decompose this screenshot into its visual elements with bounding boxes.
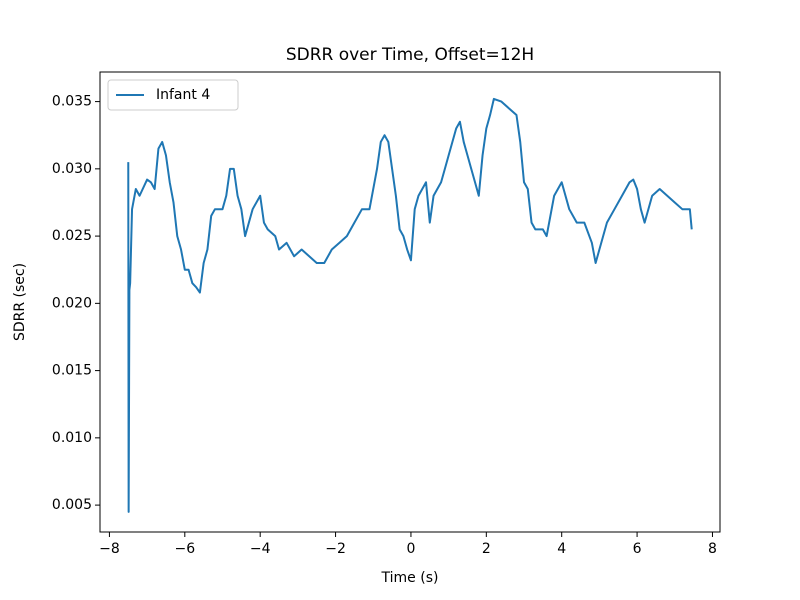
y-tick-label: 0.030 [52, 161, 92, 177]
x-tick-label: −4 [250, 541, 271, 557]
y-tick-label: 0.025 [52, 228, 92, 244]
legend-label: Infant 4 [156, 87, 210, 103]
y-tick-label: 0.015 [52, 363, 92, 379]
x-tick-label: −6 [174, 541, 195, 557]
data-line [127, 97, 693, 513]
plot-frame [99, 71, 721, 533]
y-axis-label: SDRR (sec) [12, 263, 28, 341]
y-tick-label: 0.020 [52, 295, 92, 311]
x-axis-label: Time (s) [381, 570, 439, 586]
chart-title: SDRR over Time, Offset=12H [286, 45, 534, 65]
x-tick-label: 6 [633, 541, 642, 557]
x-tick-label: −8 [99, 541, 120, 557]
y-tick-label: 0.010 [52, 430, 92, 446]
y-tick-label: 0.005 [52, 497, 92, 513]
x-tick-label: 4 [557, 541, 566, 557]
y-tick-label: 0.035 [52, 94, 92, 110]
x-tick-label: 2 [482, 541, 491, 557]
x-tick-label: 0 [406, 541, 415, 557]
legend-box [107, 79, 239, 111]
x-tick-label: 8 [708, 541, 717, 557]
x-tick-label: −2 [325, 541, 346, 557]
